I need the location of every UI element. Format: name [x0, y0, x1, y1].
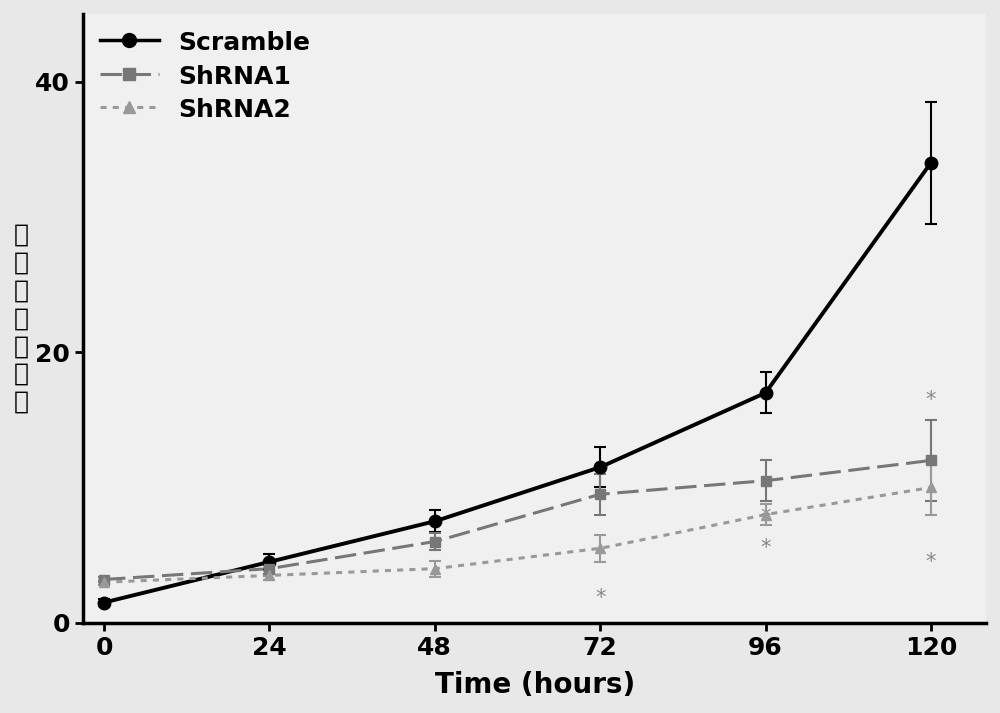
- X-axis label: Time (hours): Time (hours): [435, 671, 635, 699]
- Y-axis label: 细
胞
相
对
增
殖
率: 细 胞 相 对 增 殖 率: [14, 223, 29, 414]
- Text: *: *: [926, 552, 936, 572]
- Text: *: *: [926, 389, 936, 409]
- Text: *: *: [595, 588, 605, 608]
- Legend: Scramble, ShRNA1, ShRNA2: Scramble, ShRNA1, ShRNA2: [90, 21, 319, 132]
- Text: *: *: [760, 538, 771, 558]
- Text: *: *: [760, 507, 771, 527]
